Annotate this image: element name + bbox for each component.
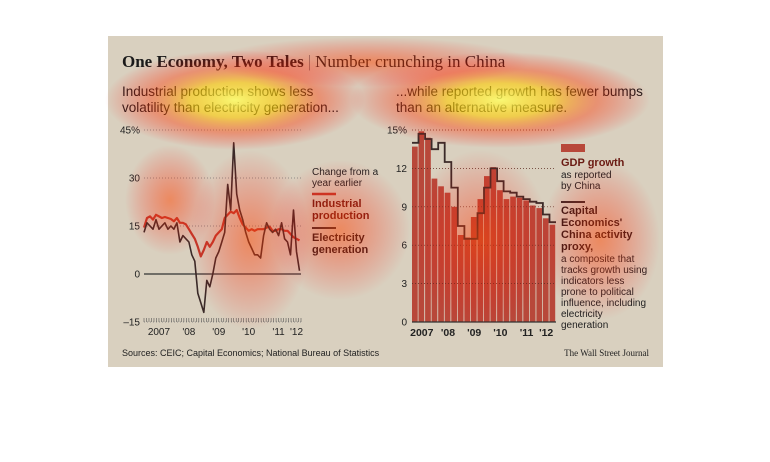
source-note: Sources: CEIC; Capital Economics; Nation…	[122, 348, 380, 358]
y-tick-label: 9	[401, 202, 407, 213]
x-tick-label: '10	[242, 327, 255, 338]
legend-detail-proxy: influence, including	[561, 298, 646, 309]
legend-detail-proxy: electricity	[561, 309, 603, 320]
y-tick-label: 0	[134, 270, 140, 281]
gdp-bar	[444, 192, 451, 322]
legend-label-proxy: Economics'	[561, 217, 623, 229]
gdp-bar	[425, 137, 431, 322]
legend-detail-proxy: prone to political	[561, 287, 634, 298]
gdp-bar	[418, 131, 425, 322]
x-tick-label: '12	[539, 327, 553, 339]
legend-detail-proxy: tracks growth using	[561, 265, 647, 276]
y-tick-label: –15	[123, 318, 140, 329]
x-tick-label: '12	[290, 327, 303, 338]
gdp-bar	[503, 199, 510, 322]
gdp-bar	[490, 167, 497, 322]
x-tick-label: '09	[467, 327, 481, 339]
legend-label-gdp: GDP growth	[561, 157, 625, 169]
legend-detail-proxy: generation	[561, 320, 608, 331]
x-tick-label: '10	[493, 327, 507, 339]
legend-label-proxy: proxy,	[561, 241, 593, 253]
gdp-bar	[516, 197, 523, 322]
gdp-bar	[431, 178, 438, 322]
legend-detail-gdp: by China	[561, 181, 601, 192]
gdp-bar	[497, 190, 503, 322]
y-tick-label: 12	[396, 164, 408, 175]
gdp-bar	[470, 217, 477, 322]
y-tick-label: 3	[401, 279, 407, 290]
legend-label-proxy: Capital	[561, 205, 598, 217]
gdp-bar	[549, 224, 556, 322]
gdp-bar	[536, 208, 543, 322]
gdp-bar	[457, 235, 464, 322]
y-tick-label: 15%	[387, 126, 407, 137]
x-tick-label: '08	[441, 327, 455, 339]
gdp-bar	[542, 218, 549, 322]
y-tick-label: 6	[401, 241, 407, 252]
x-tick-label: 2007	[410, 327, 434, 339]
infographic-panel: One Economy, Two Tales | Number crunching …	[108, 36, 663, 367]
x-tick-label: 2007	[148, 327, 171, 338]
legend-detail-gdp: as reported	[561, 170, 612, 181]
gdp-bar	[529, 205, 536, 322]
legend-detail-proxy: a composite that	[561, 254, 635, 265]
y-tick-label: 0	[401, 318, 407, 329]
x-tick-label: '08	[182, 327, 195, 338]
gdp-bar	[451, 206, 457, 322]
legend-label-proxy: China activity	[561, 229, 633, 241]
x-tick-label: '11	[520, 327, 534, 339]
legend-swatch-gdp	[561, 144, 585, 152]
gdp-bar	[464, 237, 471, 322]
gdp-bar	[523, 200, 529, 322]
gdp-bar	[510, 196, 516, 322]
x-tick-label: '09	[212, 327, 225, 338]
credit-line: The Wall Street Journal	[564, 348, 649, 358]
legend-detail-proxy: indicators less	[561, 276, 624, 287]
x-tick-label: '11	[272, 327, 285, 338]
gdp-bar	[412, 146, 418, 322]
